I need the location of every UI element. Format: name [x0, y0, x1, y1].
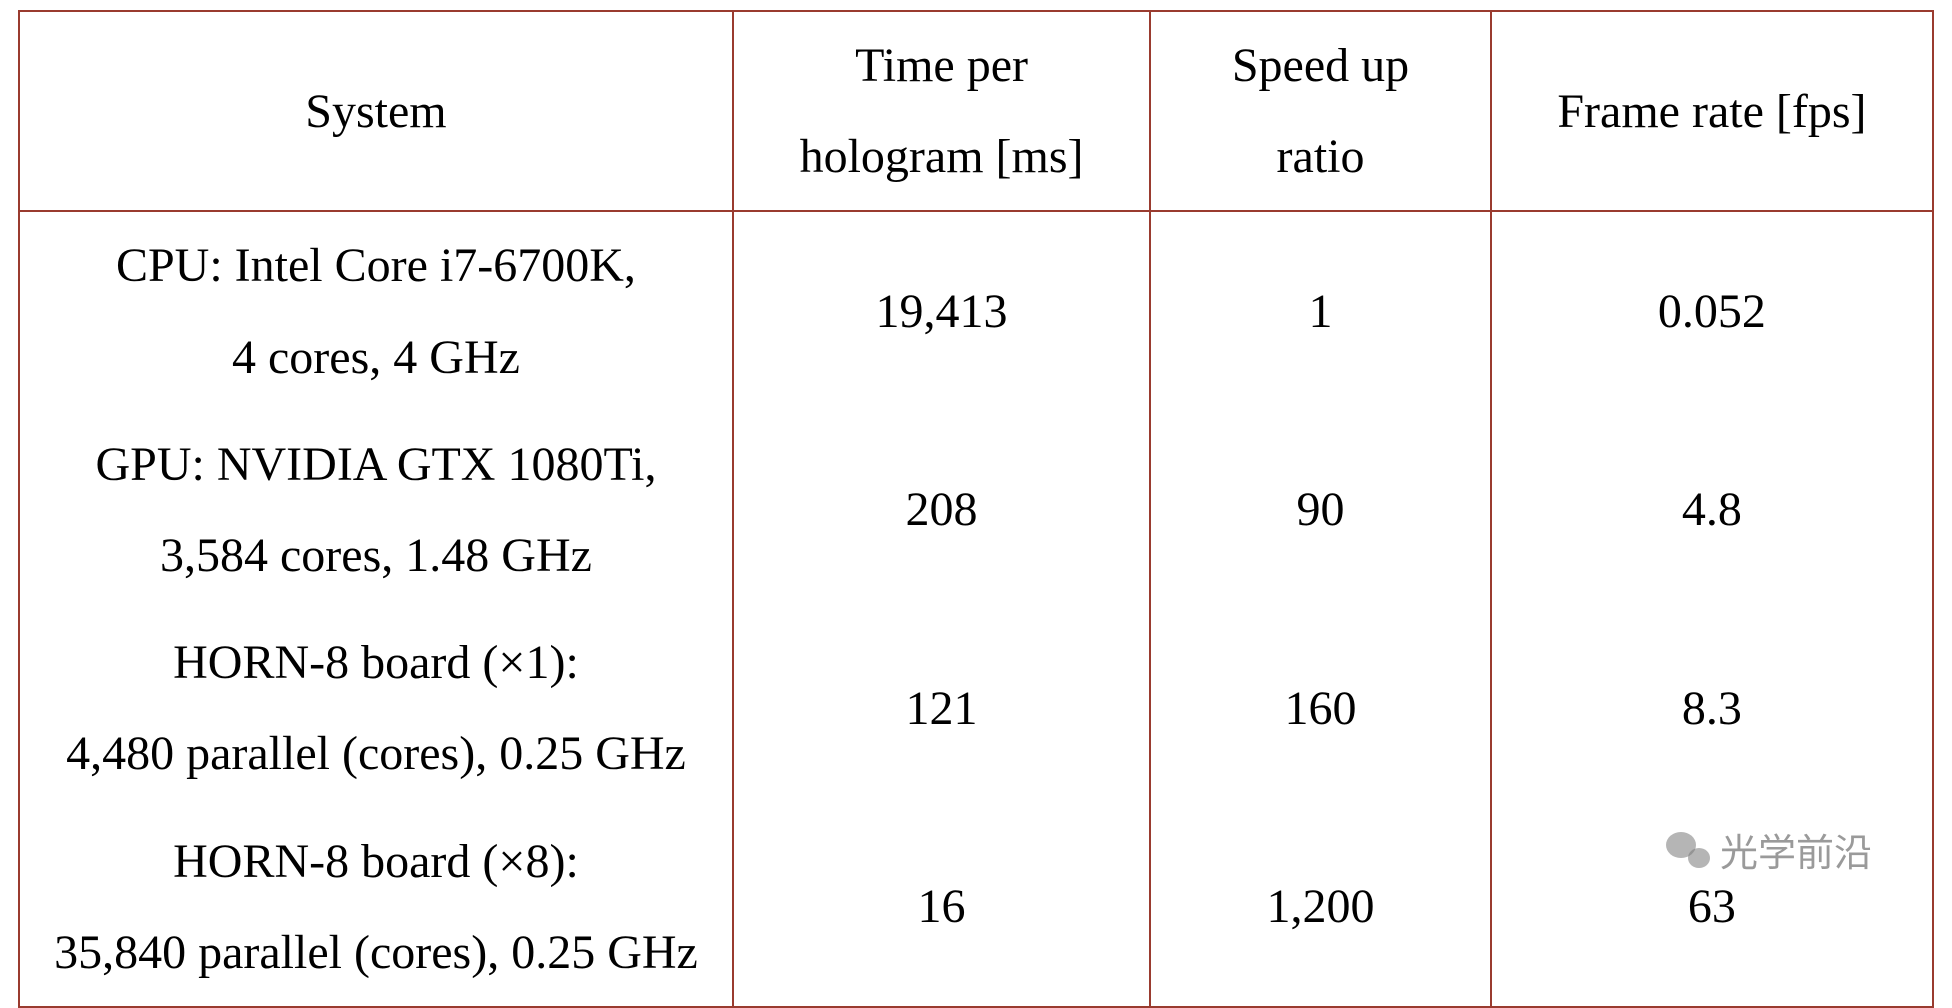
cell-fps: 4.8: [1491, 411, 1933, 609]
table-row: HORN-8 board (×1): 4,480 parallel (cores…: [19, 609, 1933, 807]
cell-system-l1: HORN-8 board (×8):: [26, 816, 726, 907]
col-header-system: System: [19, 11, 733, 211]
cell-system: GPU: NVIDIA GTX 1080Ti, 3,584 cores, 1.4…: [19, 411, 733, 609]
table-header-row: System Time per hologram [ms] Speed up r…: [19, 11, 1933, 211]
col-header-speedup-l2: ratio: [1157, 111, 1484, 202]
cell-speedup: 1,200: [1150, 808, 1491, 1007]
cell-fps: 8.3: [1491, 609, 1933, 807]
col-header-time-l1: Time per: [740, 20, 1143, 111]
cell-speedup: 160: [1150, 609, 1491, 807]
cell-system: CPU: Intel Core i7-6700K, 4 cores, 4 GHz: [19, 211, 733, 410]
cell-time: 121: [733, 609, 1150, 807]
table-row: HORN-8 board (×8): 35,840 parallel (core…: [19, 808, 1933, 1007]
cell-system-l1: HORN-8 board (×1):: [26, 617, 726, 708]
cell-system-l2: 4,480 parallel (cores), 0.25 GHz: [26, 708, 726, 799]
col-header-speedup: Speed up ratio: [1150, 11, 1491, 211]
cell-system-l2: 4 cores, 4 GHz: [26, 312, 726, 403]
cell-system-l1: GPU: NVIDIA GTX 1080Ti,: [26, 419, 726, 510]
col-header-time-l2: hologram [ms]: [740, 111, 1143, 202]
cell-system-l2: 35,840 parallel (cores), 0.25 GHz: [26, 907, 726, 998]
cell-time: 208: [733, 411, 1150, 609]
cell-system-l1: CPU: Intel Core i7-6700K,: [26, 220, 726, 311]
col-header-time: Time per hologram [ms]: [733, 11, 1150, 211]
cell-system: HORN-8 board (×1): 4,480 parallel (cores…: [19, 609, 733, 807]
cell-time: 19,413: [733, 211, 1150, 410]
cell-speedup: 90: [1150, 411, 1491, 609]
table-row: CPU: Intel Core i7-6700K, 4 cores, 4 GHz…: [19, 211, 1933, 410]
table-container: System Time per hologram [ms] Speed up r…: [0, 0, 1952, 949]
cell-system-l2: 3,584 cores, 1.48 GHz: [26, 510, 726, 601]
performance-table: System Time per hologram [ms] Speed up r…: [18, 10, 1934, 1008]
cell-fps: 0.052: [1491, 211, 1933, 410]
cell-system: HORN-8 board (×8): 35,840 parallel (core…: [19, 808, 733, 1007]
table-row: GPU: NVIDIA GTX 1080Ti, 3,584 cores, 1.4…: [19, 411, 1933, 609]
cell-fps: 63: [1491, 808, 1933, 1007]
col-header-speedup-l1: Speed up: [1157, 20, 1484, 111]
cell-time: 16: [733, 808, 1150, 1007]
col-header-fps: Frame rate [fps]: [1491, 11, 1933, 211]
cell-speedup: 1: [1150, 211, 1491, 410]
